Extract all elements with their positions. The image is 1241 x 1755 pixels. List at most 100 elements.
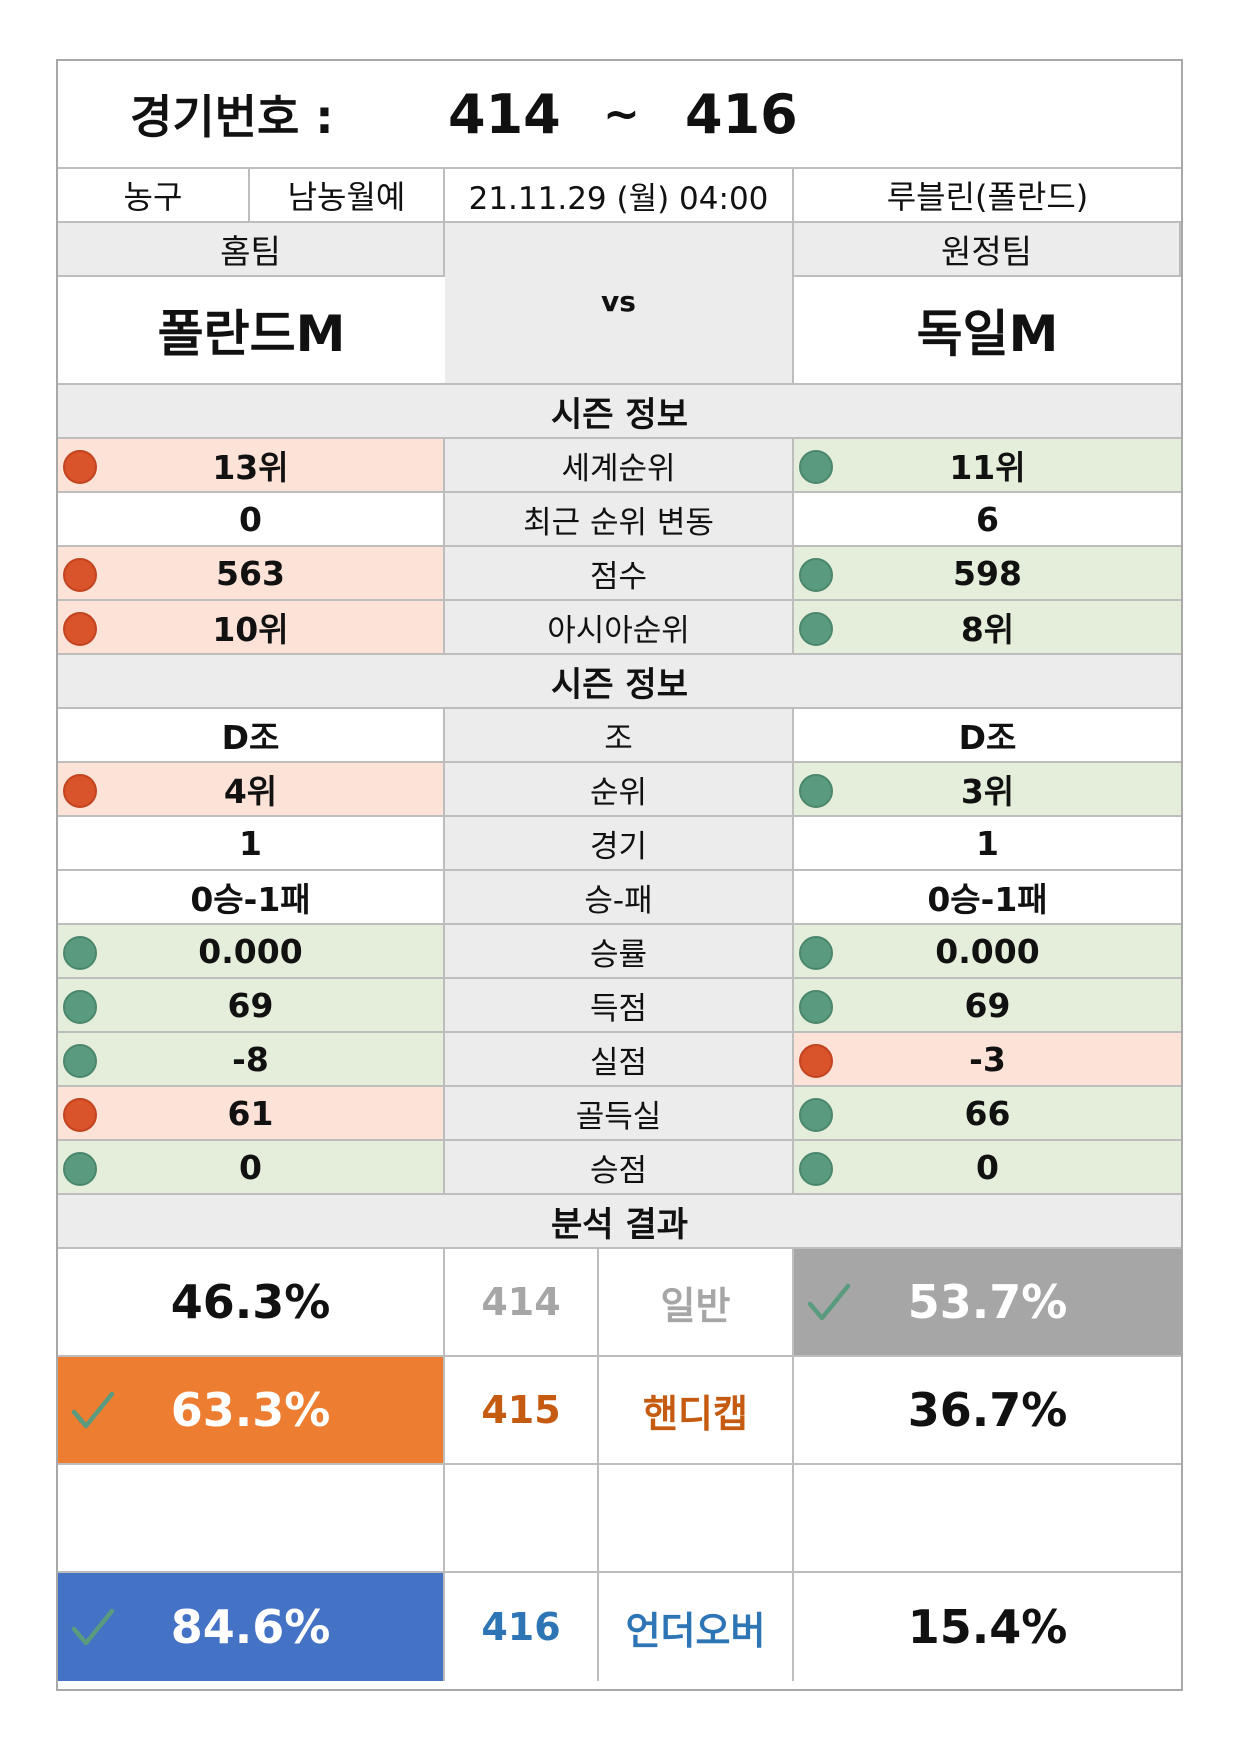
home-stat: -8: [58, 1033, 445, 1087]
away-stat-text: 66: [964, 1093, 1011, 1133]
circle-dot-icon: [799, 774, 833, 808]
home-probability-text: 46.3%: [170, 1275, 331, 1329]
season-rank-title: 시즌 정보: [58, 385, 1181, 439]
vs-label: vs: [445, 223, 794, 385]
home-probability: [58, 1465, 445, 1573]
stat-label: 세계순위: [445, 439, 794, 493]
away-stat-text: 598: [953, 553, 1022, 593]
stat-row: 13위 세계순위 11위: [58, 439, 1181, 493]
home-probability-text: 63.3%: [170, 1383, 331, 1437]
home-stat-text: 0승-1패: [190, 880, 311, 919]
circle-dot-icon: [63, 1044, 97, 1078]
away-stat-text: 0: [976, 1147, 999, 1187]
away-stat-text: 8위: [960, 610, 1015, 649]
away-stat: 0승-1패: [794, 871, 1181, 925]
bet-type: [599, 1465, 794, 1573]
stat-row: 0 승점 0: [58, 1141, 1181, 1195]
home-team-name: 폴란드M: [58, 277, 445, 385]
circle-dot-icon: [63, 1098, 97, 1132]
stat-label: 승률: [445, 925, 794, 979]
away-stat: 8위: [794, 601, 1181, 655]
stat-row: 61 골득실 66: [58, 1087, 1181, 1141]
game-number: 416: [445, 1573, 599, 1681]
away-probability-text: 36.7%: [907, 1383, 1068, 1437]
circle-dot-icon: [799, 558, 833, 592]
match-sheet: 경기번호 : 414 ~ 416 농구 남농월예 21.11.29 (월) 04…: [56, 59, 1183, 1691]
away-stat-text: -3: [969, 1039, 1006, 1079]
home-stat-text: D조: [221, 718, 280, 757]
home-stat-text: 0: [239, 1147, 262, 1187]
match-to: 416: [685, 82, 798, 146]
check-icon: [71, 1608, 115, 1646]
away-probability: 15.4%: [794, 1573, 1181, 1681]
away-stat: 1: [794, 817, 1181, 871]
home-stat-text: 0: [239, 499, 262, 539]
analysis-title: 분석 결과: [58, 1195, 1181, 1249]
check-icon: [71, 1391, 115, 1429]
away-stat-text: 6: [976, 499, 999, 539]
away-stat-text: 11위: [949, 448, 1026, 487]
circle-dot-icon: [63, 936, 97, 970]
stat-row: -8 실점 -3: [58, 1033, 1181, 1087]
stat-label: 순위: [445, 763, 794, 817]
home-stat: 4위: [58, 763, 445, 817]
home-stat-text: 4위: [223, 772, 278, 811]
home-probability: 84.6%: [58, 1573, 445, 1681]
home-stat: D조: [58, 709, 445, 763]
sport-cell: 농구: [58, 169, 250, 223]
away-stat: 6: [794, 493, 1181, 547]
circle-dot-icon: [63, 774, 97, 808]
analysis-row: 84.6% 416 언더오버 15.4%: [58, 1573, 1181, 1681]
league-cell: 남농월예: [250, 169, 445, 223]
home-stat-text: 13위: [212, 448, 289, 487]
circle-dot-icon: [799, 1152, 833, 1186]
home-stat-text: 69: [227, 985, 274, 1025]
game-number: 415: [445, 1357, 599, 1465]
match-label: 경기번호 :: [130, 90, 334, 144]
circle-dot-icon: [63, 1152, 97, 1186]
home-stat-text: 0.000: [198, 931, 303, 971]
away-probability-text: 53.7%: [907, 1275, 1068, 1329]
circle-dot-icon: [799, 612, 833, 646]
match-from: 414: [448, 82, 561, 146]
game-number: 414: [445, 1249, 599, 1357]
season-group-section: 시즌 정보: [58, 655, 1181, 709]
away-probability-text: 15.4%: [907, 1600, 1068, 1654]
away-stat: 11위: [794, 439, 1181, 493]
game-number: [445, 1465, 599, 1573]
away-stat: -3: [794, 1033, 1181, 1087]
home-stat: 10위: [58, 601, 445, 655]
home-stat: 1: [58, 817, 445, 871]
circle-dot-icon: [63, 612, 97, 646]
bet-type: 일반: [599, 1249, 794, 1357]
home-stat-text: 1: [239, 823, 262, 863]
away-stat-text: 0승-1패: [927, 880, 1048, 919]
check-icon: [807, 1283, 851, 1321]
away-probability: 53.7%: [794, 1249, 1181, 1357]
home-stat: 0: [58, 493, 445, 547]
stat-row: D조 조 D조: [58, 709, 1181, 763]
datetime-cell: 21.11.29 (월) 04:00: [445, 169, 794, 223]
circle-dot-icon: [799, 990, 833, 1024]
away-stat-text: 3위: [960, 772, 1015, 811]
stat-row: 10위 아시아순위 8위: [58, 601, 1181, 655]
circle-dot-icon: [799, 1044, 833, 1078]
away-stat: 598: [794, 547, 1181, 601]
away-stat: 0: [794, 1141, 1181, 1195]
home-stat: 13위: [58, 439, 445, 493]
away-stat-text: 69: [964, 985, 1011, 1025]
stat-row: 0승-1패 승-패 0승-1패: [58, 871, 1181, 925]
stat-label: 경기: [445, 817, 794, 871]
away-stat: D조: [794, 709, 1181, 763]
stat-row: 1 경기 1: [58, 817, 1181, 871]
info-row: 농구 남농월예 21.11.29 (월) 04:00 루블린(폴란드): [58, 169, 1181, 223]
stat-label: 점수: [445, 547, 794, 601]
home-team-label: 홈팀: [58, 223, 445, 277]
circle-dot-icon: [799, 450, 833, 484]
home-stat: 0.000: [58, 925, 445, 979]
away-stat: 69: [794, 979, 1181, 1033]
circle-dot-icon: [63, 450, 97, 484]
teams-block: 홈팀 폴란드M vs 원정팀 독일M: [58, 223, 1181, 385]
bet-type: 언더오버: [599, 1573, 794, 1681]
home-stat: 69: [58, 979, 445, 1033]
